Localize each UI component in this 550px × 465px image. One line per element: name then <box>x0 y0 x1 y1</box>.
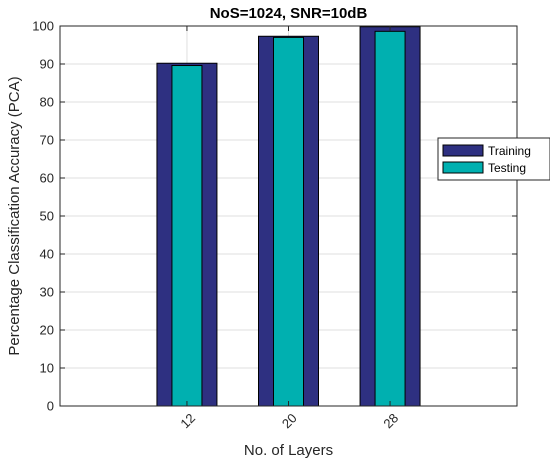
bars-group <box>156 26 421 407</box>
y-tick-label: 50 <box>40 209 54 224</box>
x-axis-label: No. of Layers <box>244 442 333 459</box>
x-tick-label: 28 <box>380 410 401 431</box>
testing-bar-12 <box>171 65 203 407</box>
testing-bar-28 <box>374 30 406 407</box>
testing-bar-20 <box>273 36 304 407</box>
y-tick-label: 30 <box>40 285 54 300</box>
legend-swatch-testing <box>442 161 484 174</box>
y-tick-label: 40 <box>40 247 54 262</box>
y-tick-label: 70 <box>40 133 54 148</box>
legend-label-testing: Testing <box>488 161 526 175</box>
y-tick-label: 80 <box>40 95 54 110</box>
y-axis-label: Percentage Classification Accuracy (PCA) <box>6 76 23 355</box>
legend: Training Testing <box>437 137 550 181</box>
y-tick-label: 20 <box>40 323 54 338</box>
y-axis-ticks: 0 10 20 30 40 50 60 70 80 90 100 <box>32 19 517 414</box>
x-tick-label: 20 <box>279 410 300 431</box>
y-tick-label: 90 <box>40 57 54 72</box>
y-tick-label: 0 <box>47 399 54 414</box>
chart-title: NoS=1024, SNR=10dB <box>210 5 368 22</box>
y-tick-label: 10 <box>40 361 54 376</box>
y-tick-label: 100 <box>32 19 54 34</box>
legend-label-training: Training <box>488 144 531 158</box>
legend-swatch-training <box>442 144 484 157</box>
y-tick-label: 60 <box>40 171 54 186</box>
x-tick-label: 12 <box>177 410 198 431</box>
